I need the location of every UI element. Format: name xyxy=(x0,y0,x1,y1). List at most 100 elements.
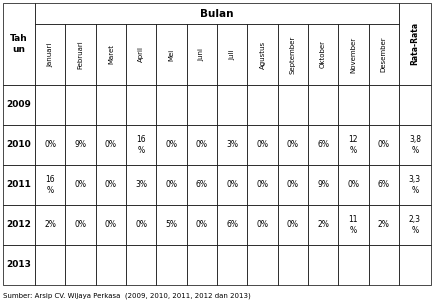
Bar xyxy=(187,24,217,85)
Text: 16
%: 16 % xyxy=(136,135,146,154)
Text: 11
%: 11 % xyxy=(349,215,358,235)
Text: 2009: 2009 xyxy=(6,100,32,109)
Text: 2%: 2% xyxy=(378,220,390,229)
Bar xyxy=(35,85,65,125)
Bar xyxy=(65,205,96,245)
Text: 0%: 0% xyxy=(74,181,87,189)
Bar xyxy=(187,125,217,165)
Bar xyxy=(399,3,431,85)
Bar xyxy=(399,205,431,245)
Text: 0%: 0% xyxy=(165,140,178,149)
Bar xyxy=(156,245,187,285)
Bar xyxy=(65,245,96,285)
Bar xyxy=(338,24,368,85)
Text: 6%: 6% xyxy=(378,181,390,189)
Text: Februari: Februari xyxy=(78,40,84,69)
Bar xyxy=(3,125,35,165)
Text: 9%: 9% xyxy=(317,181,329,189)
Text: 2%: 2% xyxy=(317,220,329,229)
Text: Maret: Maret xyxy=(108,45,114,64)
Text: 2013: 2013 xyxy=(6,260,32,270)
Bar xyxy=(247,125,278,165)
Bar xyxy=(96,24,126,85)
Bar xyxy=(126,125,156,165)
Text: Oktober: Oktober xyxy=(320,41,326,68)
Bar xyxy=(308,85,338,125)
Bar xyxy=(278,165,308,205)
Text: Juni: Juni xyxy=(199,48,205,61)
Text: September: September xyxy=(290,35,296,74)
Text: 0%: 0% xyxy=(287,140,299,149)
Bar xyxy=(278,85,308,125)
Bar xyxy=(96,205,126,245)
Bar xyxy=(65,125,96,165)
Text: 3%: 3% xyxy=(135,181,147,189)
Bar xyxy=(3,3,35,85)
Bar xyxy=(217,205,247,245)
Bar xyxy=(187,85,217,125)
Bar xyxy=(217,24,247,85)
Text: 2011: 2011 xyxy=(6,181,32,189)
Bar xyxy=(217,85,247,125)
Bar xyxy=(308,24,338,85)
Bar xyxy=(187,165,217,205)
Text: Januari: Januari xyxy=(47,42,53,67)
Bar xyxy=(126,205,156,245)
Text: November: November xyxy=(350,37,356,72)
Bar xyxy=(96,85,126,125)
Bar xyxy=(368,165,399,205)
Text: 0%: 0% xyxy=(165,181,178,189)
Bar xyxy=(338,165,368,205)
Bar xyxy=(278,245,308,285)
Bar xyxy=(399,125,431,165)
Bar xyxy=(338,125,368,165)
Bar xyxy=(368,125,399,165)
Text: Juli: Juli xyxy=(229,49,235,60)
Bar xyxy=(35,125,65,165)
Bar xyxy=(368,24,399,85)
Text: 0%: 0% xyxy=(44,140,56,149)
Bar xyxy=(308,245,338,285)
Bar xyxy=(126,24,156,85)
Bar xyxy=(187,245,217,285)
Bar xyxy=(368,205,399,245)
Bar xyxy=(35,165,65,205)
Bar xyxy=(247,85,278,125)
Text: 16
%: 16 % xyxy=(45,175,55,195)
Bar xyxy=(156,24,187,85)
Bar xyxy=(338,205,368,245)
Bar xyxy=(65,85,96,125)
Text: 2010: 2010 xyxy=(6,140,32,149)
Bar xyxy=(308,165,338,205)
Bar xyxy=(126,85,156,125)
Text: 0%: 0% xyxy=(105,220,117,229)
Text: 0%: 0% xyxy=(287,181,299,189)
Bar xyxy=(3,165,35,205)
Bar xyxy=(35,245,65,285)
Bar xyxy=(247,165,278,205)
Bar xyxy=(96,165,126,205)
Text: 3%: 3% xyxy=(226,140,238,149)
Text: 6%: 6% xyxy=(196,181,208,189)
Bar xyxy=(308,205,338,245)
Bar xyxy=(96,125,126,165)
Bar xyxy=(65,165,96,205)
Bar xyxy=(156,205,187,245)
Bar xyxy=(278,24,308,85)
Text: 0%: 0% xyxy=(74,220,87,229)
Text: 2%: 2% xyxy=(44,220,56,229)
Bar xyxy=(368,85,399,125)
Text: 0%: 0% xyxy=(226,181,238,189)
Text: Mei: Mei xyxy=(168,48,174,60)
Text: 0%: 0% xyxy=(256,220,268,229)
Bar xyxy=(35,24,65,85)
Bar xyxy=(126,165,156,205)
Text: 0%: 0% xyxy=(256,140,268,149)
Bar xyxy=(338,245,368,285)
Bar xyxy=(3,85,35,125)
Bar xyxy=(247,24,278,85)
Text: 0%: 0% xyxy=(105,140,117,149)
Text: Desember: Desember xyxy=(381,37,387,72)
Bar xyxy=(187,205,217,245)
Text: Sumber: Arsip CV. Wijaya Perkasa  (2009, 2010, 2011, 2012 dan 2013): Sumber: Arsip CV. Wijaya Perkasa (2009, … xyxy=(3,293,251,299)
